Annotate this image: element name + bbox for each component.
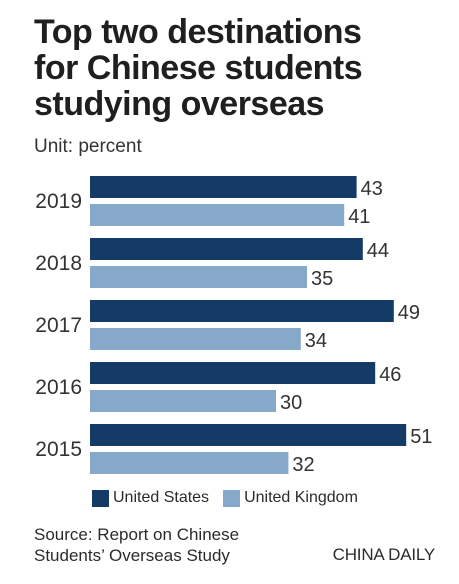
brand-credit: CHINA DAILY: [332, 545, 436, 564]
data-label: 41: [348, 206, 370, 228]
title-line-1: Top two destinations: [34, 13, 362, 51]
legend: United States United Kingdom: [92, 489, 372, 507]
source-line-1: Source: Report on Chinese: [34, 525, 240, 544]
bar: [90, 452, 289, 474]
title-line-3: studying overseas: [34, 85, 325, 123]
bar: [90, 362, 376, 384]
bar: [90, 390, 276, 412]
source-line-2: Students’ Overseas Study: [34, 546, 230, 565]
y-tick-label: 2015: [35, 438, 82, 461]
data-label: 35: [311, 268, 333, 290]
data-label: 49: [398, 302, 420, 324]
legend-swatch-us: [92, 489, 109, 507]
y-tick-label: 2016: [35, 376, 82, 399]
data-label: 51: [410, 426, 432, 448]
title-line-2: for Chinese students: [34, 49, 363, 87]
data-label: 46: [379, 364, 401, 386]
data-label: 34: [305, 330, 327, 352]
data-label: 44: [367, 240, 389, 262]
unit-label: Unit: percent: [34, 136, 142, 157]
y-tick-label: 2017: [35, 314, 82, 337]
bar: [90, 204, 345, 226]
data-label: 32: [292, 454, 314, 476]
legend-item-us: United States: [92, 489, 209, 507]
bar: [90, 424, 407, 446]
bar: [90, 176, 357, 198]
y-tick-label: 2018: [35, 252, 82, 275]
bar: [90, 328, 301, 350]
chart-title: Top two destinations for Chinese student…: [34, 14, 444, 122]
bar: [90, 266, 307, 288]
data-label: 43: [361, 178, 383, 200]
bar: [90, 238, 363, 260]
data-label: 30: [280, 392, 302, 414]
y-tick-label: 2019: [35, 190, 82, 213]
legend-label-us: United States: [113, 489, 210, 506]
legend-swatch-uk: [223, 489, 241, 507]
source-note: Source: Report on Chinese Students’ Over…: [34, 524, 239, 566]
bar: [90, 300, 394, 322]
legend-item-uk: United Kingdom: [223, 489, 358, 507]
legend-label-uk: United Kingdom: [244, 489, 358, 506]
